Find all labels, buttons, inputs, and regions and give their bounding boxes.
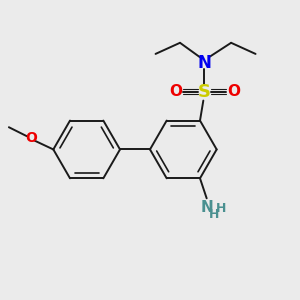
Text: S: S (198, 83, 211, 101)
Text: O: O (25, 131, 37, 145)
Text: O: O (169, 84, 182, 99)
Text: H: H (216, 202, 226, 215)
Text: H: H (209, 208, 220, 221)
Text: N: N (200, 200, 213, 215)
Text: O: O (227, 84, 240, 99)
Text: N: N (197, 54, 212, 72)
